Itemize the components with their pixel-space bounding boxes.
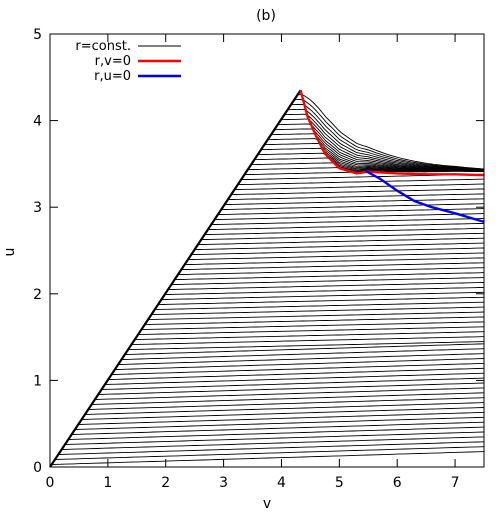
contour-lines [49,89,485,468]
y-axis: 0 1 2 3 4 5 [33,27,484,476]
plot-frame [49,33,485,468]
x-tick-label: 1 [103,475,112,491]
legend-label: r,v=0 [95,54,131,69]
r-v-zero-curve [299,89,485,177]
y-axis-label: u [2,248,18,257]
r-const-curve [54,446,485,460]
r-const-curve [181,262,485,271]
y-tick-label: 2 [33,287,42,303]
r-const-curve [71,421,485,435]
r-const-curve [148,311,485,321]
r-const-curve [231,188,484,196]
r-const-curve [171,277,485,286]
r-const-curve [138,326,485,336]
r-const-curve [197,237,485,246]
r-const-curve [154,301,485,311]
r-const-curve [51,451,485,465]
r-const-curve [294,99,485,170]
r-const-curve [194,242,485,251]
x-axis-label: v [263,496,271,512]
y-tick-label: 5 [33,27,42,43]
r-const-curve [88,397,485,410]
r-const-curve [227,193,485,201]
x-tick-label: 7 [451,475,460,491]
r-const-curve [111,362,485,375]
x-tick-label: 2 [161,475,170,491]
r-const-curve [214,213,485,221]
r-const-curve [114,358,485,370]
r-u-zero-curve [364,169,485,224]
r-const-curve [68,426,485,440]
r-const-curve [124,343,485,356]
r-const-curve [234,183,485,191]
r-const-curve [157,296,485,306]
special-curves [299,89,485,224]
r-const-curve [134,331,485,341]
r-const-curve [118,353,485,365]
r-const-curve [167,282,485,291]
r-const-curve [174,272,485,281]
y-tick-label: 0 [33,460,42,476]
r-const-curve [91,392,485,405]
x-tick-label: 5 [335,475,344,491]
chart-title: (b) [256,8,276,24]
legend-label: r,u=0 [94,69,131,84]
r-const-curve [177,267,485,276]
r-const-curve [58,441,485,455]
r-const-curve [201,232,485,241]
y-tick-label: 3 [33,200,42,216]
r-const-curve [237,178,485,186]
r-const-curve [78,411,485,425]
r-const-curve [207,222,485,231]
r-const-curve [164,286,485,296]
r-const-curve [81,407,485,420]
r-const-curve [61,436,485,450]
r-const-curve [290,103,485,170]
r-const-curve [274,128,485,172]
r-const-curve [161,291,485,301]
x-tick-label: 6 [393,475,402,491]
r-const-curve [141,321,485,331]
y-tick-label: 4 [33,114,42,130]
r-const-curve [108,367,485,380]
r-const-curve [101,377,485,390]
x-tick-label: 0 [46,475,55,491]
r-const-curve [211,218,485,226]
r-const-curve [297,94,485,170]
r-const-curve [191,247,485,256]
r-const-curve [128,341,485,351]
x-axis: 0 1 2 3 4 5 6 7 [46,34,460,491]
r-const-curve [184,257,485,266]
r-const-curve [98,382,485,395]
r-const-curve [64,431,485,445]
r-const-curve [104,372,485,385]
x-tick-label: 3 [219,475,228,491]
x-tick-label: 4 [277,475,286,491]
r-const-curve [204,227,485,236]
r-const-curve [131,336,485,346]
r-const-curve [144,316,485,326]
r-const-curve [84,402,485,415]
r-const-curve [187,252,485,261]
r-const-curve [94,387,485,400]
r-const-curve [74,416,485,430]
legend: r=const.r,v=0r,u=0 [75,39,181,84]
legend-label: r=const. [75,39,131,54]
r-const-curve [151,306,485,316]
r-const-curve [121,348,485,360]
y-tick-label: 1 [33,373,42,389]
r-const-curve [221,203,485,211]
r-const-curve [287,108,485,171]
r-const-curve [224,198,485,206]
diagonal-boundary [49,89,302,468]
